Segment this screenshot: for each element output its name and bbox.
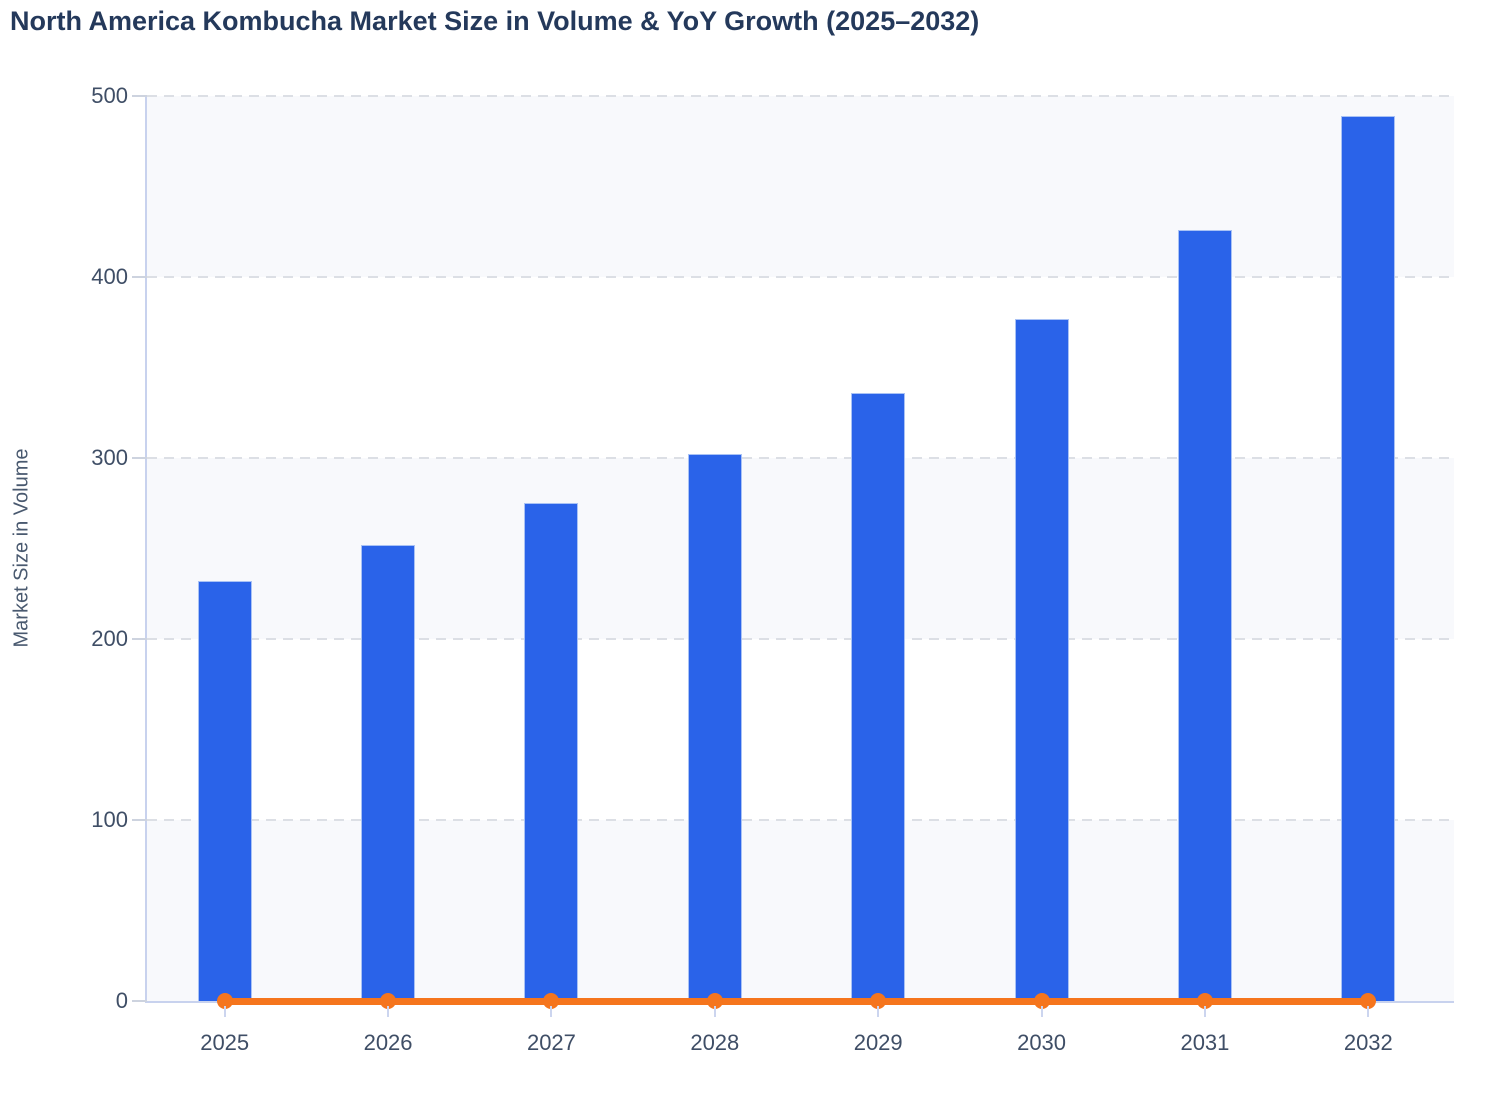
yoy-growth-marker-2029 — [870, 993, 887, 1009]
gridline — [147, 276, 1454, 278]
yoy-growth-marker-2030 — [1033, 993, 1050, 1009]
bar-2031 — [1177, 229, 1232, 1001]
chart-title: North America Kombucha Market Size in Vo… — [10, 6, 980, 36]
gridline — [147, 457, 1454, 459]
gridline — [147, 95, 1454, 97]
y-tick-label: 0 — [115, 988, 128, 1013]
bar-2028 — [687, 454, 742, 1001]
x-tick-label: 2025 — [200, 1030, 250, 1055]
y-axis-title: Market Size in Volume — [10, 448, 33, 648]
x-tick-label: 2030 — [1017, 1030, 1067, 1055]
bar-2032 — [1341, 115, 1396, 1001]
y-tick-mark — [132, 819, 147, 821]
gridline — [147, 819, 1454, 821]
y-tick-mark — [132, 95, 147, 97]
x-tick-mark — [713, 1006, 716, 1017]
plot-band — [147, 820, 1454, 1001]
gridline — [147, 638, 1454, 640]
y-tick-mark — [132, 638, 147, 640]
yoy-growth-marker-2025 — [216, 993, 233, 1009]
yoy-growth-marker-2026 — [380, 993, 397, 1009]
bar-2027 — [524, 503, 579, 1001]
x-tick-mark — [387, 1006, 390, 1017]
yoy-growth-marker-2031 — [1196, 993, 1213, 1009]
yoy-growth-marker-2028 — [706, 993, 723, 1009]
x-tick-label: 2028 — [690, 1030, 740, 1055]
y-tick-mark — [132, 1000, 147, 1002]
x-tick-label: 2031 — [1180, 1030, 1230, 1055]
yoy-growth-marker-2027 — [543, 993, 560, 1009]
x-tick-mark — [1203, 1006, 1206, 1017]
y-tick-mark — [132, 457, 147, 459]
y-tick-label: 500 — [91, 83, 128, 108]
x-tick-label: 2032 — [1343, 1030, 1393, 1055]
yoy-growth-marker-2032 — [1360, 993, 1377, 1009]
x-tick-label: 2029 — [853, 1030, 903, 1055]
bar-2030 — [1014, 318, 1069, 1001]
x-tick-mark — [1040, 1006, 1043, 1017]
y-tick-label: 300 — [91, 445, 128, 470]
bar-2029 — [851, 392, 906, 1001]
yoy-growth-line — [224, 998, 1369, 1005]
bar-2025 — [197, 581, 252, 1001]
y-tick-label: 100 — [91, 807, 128, 832]
y-tick-label: 400 — [91, 264, 128, 289]
plot-band — [147, 458, 1454, 639]
y-tick-label: 200 — [91, 626, 128, 651]
bar-2026 — [361, 544, 416, 1001]
x-tick-mark — [550, 1006, 553, 1017]
x-tick-mark — [877, 1006, 880, 1017]
x-tick-label: 2027 — [526, 1030, 576, 1055]
plot-band — [147, 96, 1454, 277]
y-tick-mark — [132, 276, 147, 278]
x-tick-mark — [1367, 1006, 1370, 1017]
x-tick-mark — [223, 1006, 226, 1017]
x-tick-label: 2026 — [363, 1030, 413, 1055]
plot-area: 0 100 200 300 400 500 2025 2026 2027 2028 2029 2030… — [91, 83, 1454, 1055]
